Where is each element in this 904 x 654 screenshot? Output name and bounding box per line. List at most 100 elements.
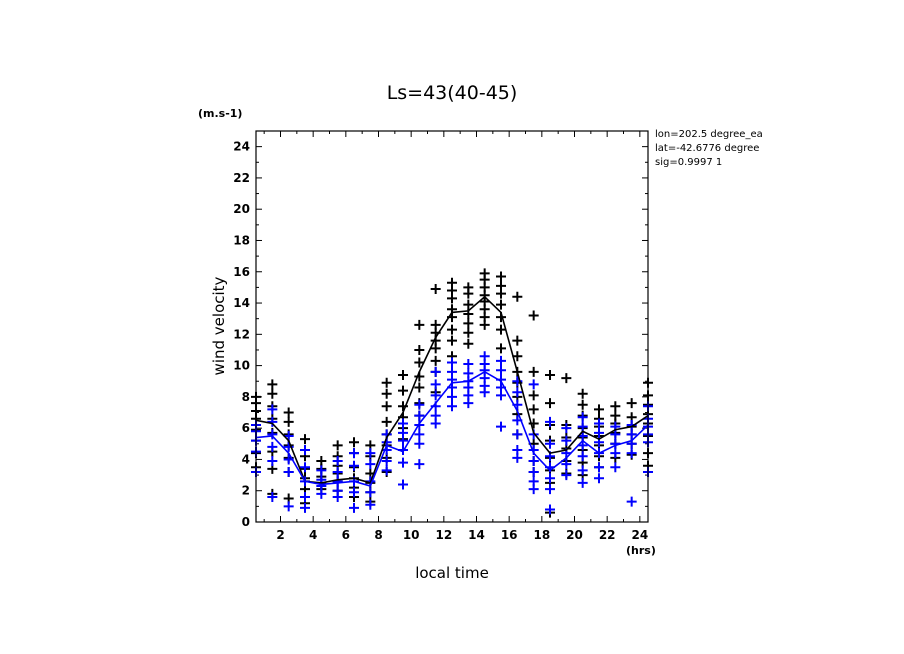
series-2-marker [447, 357, 457, 368]
series-2-marker [577, 451, 588, 462]
series-2-marker [545, 473, 555, 484]
series-2-marker [349, 502, 359, 513]
axis-ticks [256, 130, 648, 523]
series-1-marker [626, 398, 637, 409]
series-2-marker [561, 423, 572, 434]
series-1-marker [414, 357, 425, 368]
series-1-marker [528, 390, 539, 401]
info-line-lat: lat=-42.6776 degree [655, 143, 759, 154]
series-2-marker [447, 391, 457, 402]
series-2-marker [528, 466, 539, 477]
series-2-marker [512, 429, 523, 440]
series-2-marker [365, 448, 376, 459]
series-1-marker [414, 382, 425, 393]
y-tick-label: 22 [233, 171, 250, 185]
series-2-marker [283, 466, 294, 477]
series-1-marker [267, 379, 278, 390]
series-2-marker [512, 387, 523, 398]
y-tick-label: 4 [242, 452, 250, 466]
series-2-marker [545, 416, 555, 427]
series-2-marker [561, 470, 572, 481]
x-tick-label: 24 [631, 528, 648, 542]
series-2-marker [414, 410, 425, 421]
series-2-marker [561, 459, 572, 470]
series-2-marker [349, 448, 359, 459]
series-2-marker [430, 366, 441, 377]
series-1-mean-line [255, 295, 649, 484]
series-2-marker [283, 501, 294, 512]
x-axis-label: local time [415, 564, 489, 582]
series-1-marker [463, 318, 474, 329]
series-1-marker [610, 401, 621, 412]
chart-title: Ls=43(40-45) [387, 82, 518, 104]
series-1-marker [496, 299, 506, 310]
series-1-marker [381, 377, 392, 388]
series-1-marker [381, 416, 392, 427]
series-2-marker [267, 429, 278, 440]
series-2-marker [463, 359, 474, 370]
series-1-marker [283, 416, 294, 427]
series-2-marker [594, 473, 604, 484]
series-1-marker [332, 440, 343, 451]
series-1-marker [496, 343, 506, 354]
series-2-marker [300, 502, 310, 513]
series-1-marker [283, 407, 294, 418]
series-2-marker [626, 448, 637, 459]
x-tick-label: 8 [374, 528, 382, 542]
series-2-marker [577, 412, 588, 423]
series-2-marker [577, 477, 588, 488]
series-1-marker [447, 293, 457, 304]
series-2-marker [447, 401, 457, 412]
series-2-marker [577, 421, 588, 432]
info-line-lon: lon=202.5 degree_ea [655, 129, 763, 140]
series-2-marker [332, 476, 343, 487]
series-1-marker [512, 291, 523, 302]
y-tick-label: 8 [242, 390, 250, 404]
series-2-marker [332, 466, 343, 477]
series-2-marker [577, 440, 588, 451]
series-2-marker [594, 427, 604, 438]
info-clip [780, 125, 904, 175]
y-tick-label: 2 [242, 484, 250, 498]
y-tick-label: 12 [233, 327, 250, 341]
x-tick-label: 16 [501, 528, 518, 542]
series-2-marker [365, 499, 376, 510]
series-2-marker [381, 456, 392, 467]
x-tick-label: 20 [566, 528, 583, 542]
series-2-marker [267, 416, 278, 427]
series-2-marker [610, 462, 621, 473]
series-1-marker [430, 283, 441, 294]
series-1-marker [545, 398, 555, 409]
series-1-marker [398, 369, 408, 380]
series-2-marker [545, 438, 555, 449]
series-1-marker [447, 335, 457, 346]
series-2-marker [496, 355, 506, 366]
series-2-marker [332, 456, 343, 467]
series-1-marker [528, 404, 539, 415]
series-2-marker [365, 487, 376, 498]
series-1-marker [561, 373, 572, 384]
series-2-marker [316, 488, 327, 499]
info-text: lon=202.5 degree_ea lat=-42.6776 degree … [655, 129, 763, 168]
y-tick-label: 16 [233, 265, 250, 279]
series-1-marker [267, 388, 278, 399]
series-2-marker [381, 465, 392, 476]
series-1-marker [496, 288, 506, 299]
series-2-marker [626, 429, 637, 440]
series-1-marker [463, 327, 474, 338]
series-1-marker [496, 324, 506, 335]
y-tick-label: 10 [233, 359, 250, 373]
data-markers [251, 268, 653, 518]
series-1-marker [545, 369, 555, 380]
y-tick-label: 24 [233, 140, 250, 154]
y-tick-label: 14 [233, 296, 250, 310]
mean-lines [255, 295, 649, 487]
x-tick-label: 12 [435, 528, 452, 542]
series-1-marker [414, 344, 425, 355]
series-2-marker [610, 429, 621, 440]
series-2-marker [332, 491, 343, 502]
series-2-marker [610, 448, 621, 459]
info-line-sig: sig=0.9997 1 [655, 157, 722, 168]
y-tick-label: 0 [242, 515, 250, 529]
